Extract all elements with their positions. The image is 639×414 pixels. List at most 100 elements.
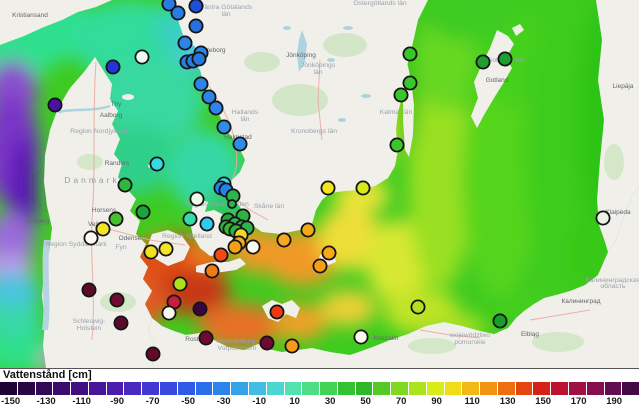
station-dot[interactable] bbox=[245, 239, 261, 255]
station-dot[interactable] bbox=[95, 221, 111, 237]
station-dot[interactable] bbox=[410, 299, 426, 315]
place-label: Mecklenburg- bbox=[216, 338, 257, 345]
station-dot[interactable] bbox=[389, 137, 405, 153]
station-dot[interactable] bbox=[355, 180, 371, 196]
color-scale-segment bbox=[0, 382, 17, 395]
place-label: Region Hovedstaden bbox=[185, 201, 249, 208]
color-scale-tick-label: 110 bbox=[464, 396, 480, 407]
station-dot[interactable] bbox=[189, 191, 205, 207]
station-dot[interactable] bbox=[191, 51, 207, 67]
color-scale-tick-label: 170 bbox=[570, 396, 587, 407]
station-dot[interactable] bbox=[161, 305, 177, 321]
water-level-field-blob bbox=[425, 0, 515, 40]
station-dot[interactable] bbox=[192, 301, 208, 317]
station-dot[interactable] bbox=[149, 156, 165, 172]
station-dot[interactable] bbox=[232, 136, 248, 152]
color-scale-segment bbox=[480, 382, 497, 395]
place-label: län bbox=[313, 69, 322, 76]
station-dot[interactable] bbox=[284, 338, 300, 354]
place-label: Västra Götalands bbox=[200, 4, 253, 11]
color-scale-segment bbox=[124, 382, 142, 395]
station-dot[interactable] bbox=[320, 180, 336, 196]
station-dot[interactable] bbox=[113, 315, 129, 331]
station-dot[interactable] bbox=[300, 222, 316, 238]
station-dot[interactable] bbox=[158, 241, 174, 257]
place-label: Thy bbox=[111, 101, 123, 108]
color-scale-segment bbox=[426, 382, 444, 395]
station-dot[interactable] bbox=[81, 282, 97, 298]
station-dot[interactable] bbox=[188, 18, 204, 34]
color-scale-tick-label: -50 bbox=[181, 396, 196, 407]
color-scale-segment bbox=[142, 382, 160, 395]
station-dot[interactable] bbox=[105, 59, 121, 75]
station-dot[interactable] bbox=[475, 54, 491, 70]
color-scale-segment bbox=[231, 382, 248, 395]
station-dot[interactable] bbox=[188, 0, 204, 14]
color-scale-segment bbox=[160, 382, 177, 395]
color-scale-segment bbox=[71, 382, 88, 395]
station-dot[interactable] bbox=[497, 51, 513, 67]
color-scale-segment bbox=[248, 382, 266, 395]
map-container: Kristiansand Västra Götalands län Göteborg J… bbox=[0, 0, 639, 369]
station-dot[interactable] bbox=[312, 258, 328, 274]
station-dot[interactable] bbox=[182, 211, 198, 227]
station-dot[interactable] bbox=[492, 313, 508, 329]
station-dot[interactable] bbox=[47, 97, 63, 113]
station-dot[interactable] bbox=[204, 263, 220, 279]
color-scale-segment bbox=[266, 382, 284, 395]
place-label: województwo bbox=[449, 332, 491, 339]
station-dot[interactable] bbox=[402, 46, 418, 62]
station-dot[interactable] bbox=[135, 204, 151, 220]
land bbox=[0, 0, 639, 368]
station-dot[interactable] bbox=[134, 49, 150, 65]
land-sweden bbox=[162, 0, 428, 234]
station-dot[interactable] bbox=[216, 119, 232, 135]
station-dot[interactable] bbox=[109, 292, 125, 308]
station-dot[interactable] bbox=[198, 330, 214, 346]
legend: Vattenstånd [cm] -150 -130 -110 -90 -70 -50 -3… bbox=[0, 369, 639, 414]
station-dot[interactable] bbox=[353, 329, 369, 345]
station-dot[interactable] bbox=[393, 87, 409, 103]
place-label: Aalborg bbox=[100, 112, 123, 119]
station-dot[interactable] bbox=[402, 75, 418, 91]
station-dot[interactable] bbox=[170, 5, 186, 21]
station-dot[interactable] bbox=[143, 244, 159, 260]
place-label: Skåne län bbox=[254, 202, 284, 210]
station-dot[interactable] bbox=[595, 210, 611, 226]
station-dot[interactable] bbox=[108, 211, 124, 227]
station-markers bbox=[47, 0, 611, 362]
color-scale-segment bbox=[355, 382, 373, 395]
place-label: область bbox=[600, 282, 626, 290]
station-dot[interactable] bbox=[117, 177, 133, 193]
station-dot[interactable] bbox=[227, 239, 243, 255]
place-label: Калининград bbox=[561, 298, 600, 305]
station-dot[interactable] bbox=[227, 199, 237, 209]
station-dot[interactable] bbox=[172, 276, 188, 292]
place-label: Esbjerg bbox=[27, 218, 49, 225]
place-label: Randers bbox=[105, 160, 130, 167]
station-dot[interactable] bbox=[83, 230, 99, 246]
station-dot[interactable] bbox=[321, 245, 337, 261]
color-scale-segment bbox=[391, 382, 408, 395]
station-dot[interactable] bbox=[208, 100, 224, 116]
color-scale-tick-label: -30 bbox=[216, 396, 231, 407]
color-scale-segment bbox=[302, 382, 320, 395]
station-dot[interactable] bbox=[199, 216, 215, 232]
station-dot[interactable] bbox=[193, 76, 209, 92]
water-level-field-blob bbox=[320, 290, 376, 326]
station-dot[interactable] bbox=[161, 0, 177, 12]
place-label: Fyn bbox=[115, 244, 127, 251]
place-label: Koszalin bbox=[374, 335, 399, 342]
station-dot[interactable] bbox=[276, 232, 292, 248]
station-dot[interactable] bbox=[269, 304, 285, 320]
station-dot[interactable] bbox=[177, 35, 193, 51]
station-dot[interactable] bbox=[259, 335, 275, 351]
color-scale-tick-label: 30 bbox=[324, 396, 336, 407]
station-dot[interactable] bbox=[201, 89, 217, 105]
station-dot[interactable] bbox=[145, 346, 161, 362]
place-label: Vorpommern bbox=[218, 345, 257, 352]
island-laeso bbox=[122, 94, 134, 100]
station-dot[interactable] bbox=[213, 247, 229, 263]
color-scale-tick-label: 190 bbox=[606, 396, 623, 407]
